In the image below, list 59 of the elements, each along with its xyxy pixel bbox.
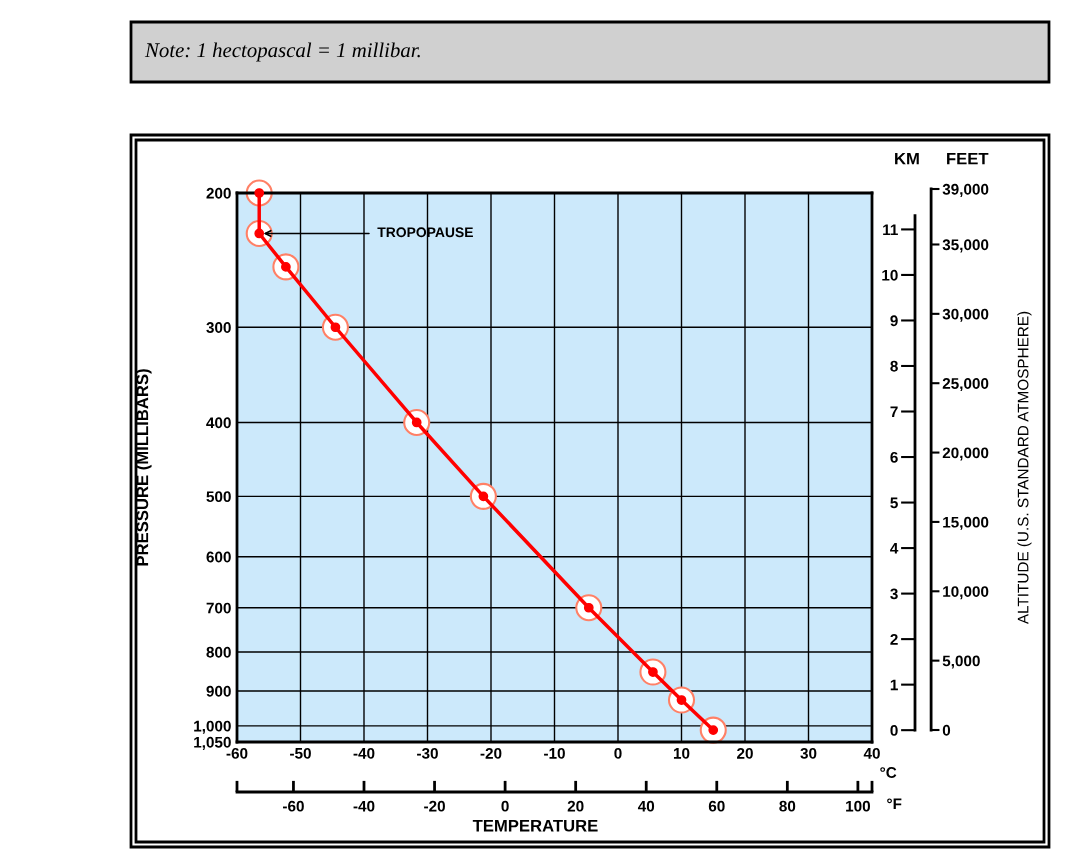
y2-tick-label: 8 (890, 360, 898, 372)
y-tick-label: 900 (206, 685, 231, 697)
x2-tick-label: -20 (424, 800, 445, 812)
x-axis-title: TEMPERATURE (472, 819, 598, 832)
x2-tick-label: 60 (708, 800, 725, 812)
x-tick-label: -20 (480, 747, 502, 759)
y2-tick-label: 10 (882, 269, 898, 281)
y2-tick-label: 2 (890, 633, 898, 645)
y2-tick-label: 5 (890, 497, 898, 509)
y-tick-label: 300 (206, 322, 231, 333)
x2-tick-label: 80 (779, 800, 796, 812)
y-tick-label: 1,000 (194, 720, 231, 734)
y3-tick-label: 20,000 (942, 447, 989, 461)
y2-tick-label: 1 (890, 679, 898, 691)
y-tick-label: 200 (206, 187, 231, 199)
text: °C (880, 767, 897, 778)
x-tick-label: -60 (226, 747, 248, 759)
y3-tick-label: 30,000 (942, 308, 989, 322)
y3-tick-label: 0 (942, 724, 951, 736)
y-axis-title: PRESSURE (MILLIBARS) (136, 369, 152, 566)
y-tick-label: 800 (206, 646, 231, 658)
y2-tick-label: 4 (890, 543, 899, 554)
x2-tick-label: -40 (353, 800, 375, 812)
x-tick-label: -10 (544, 747, 565, 759)
y-tick-label: 600 (206, 551, 231, 563)
x-tick-label: -50 (290, 747, 311, 759)
y3-tick-label: 15,000 (943, 516, 989, 530)
x-tick-label: 20 (737, 747, 753, 759)
x2-tick-label: 20 (567, 800, 584, 812)
y3-tick-label: 10,000 (943, 586, 989, 600)
x2-axis-title: °F (887, 798, 902, 810)
y2-tick-label: 0 (890, 725, 898, 736)
y2-tick-label: 7 (890, 406, 898, 418)
x-tick-label: 10 (673, 747, 690, 759)
text: ALTITUDE (U.S. STANDARD ATMOSPHERE) (1017, 311, 1032, 625)
y-tick-label: 700 (206, 602, 231, 614)
x-tick-label: 30 (800, 747, 817, 759)
y-tick-label: 1,050 (194, 736, 231, 750)
x2-tick-label: 100 (846, 800, 871, 812)
y-tick-label: 500 (206, 491, 231, 503)
y2-tick-label: 9 (890, 315, 898, 327)
x-tick-label: 0 (614, 747, 622, 759)
y3-tick-label: 5,000 (942, 655, 980, 669)
y-tick-label: 400 (206, 417, 231, 429)
x2-tick-label: 40 (637, 800, 655, 812)
y3-axis-title: FEET (947, 152, 989, 165)
y2-axis-title: KM (895, 152, 919, 165)
y2-tick-label: 11 (883, 224, 898, 235)
y3-tick-label: 35,000 (942, 239, 989, 253)
x-tick-label: 40 (863, 747, 880, 759)
y3-tick-label: 39,000 (942, 183, 989, 197)
x-tick-label: -40 (353, 747, 375, 759)
y3-tick-label: 25,000 (942, 378, 989, 392)
text: Note: 1 hectopascal = 1 millibar. (144, 42, 420, 62)
y2-tick-label: 3 (890, 588, 898, 600)
x-tick-label: -30 (417, 747, 438, 759)
x2-tick-label: -60 (283, 800, 304, 812)
x2-tick-label: 0 (501, 800, 509, 812)
y2-tick-label: 6 (890, 451, 898, 463)
